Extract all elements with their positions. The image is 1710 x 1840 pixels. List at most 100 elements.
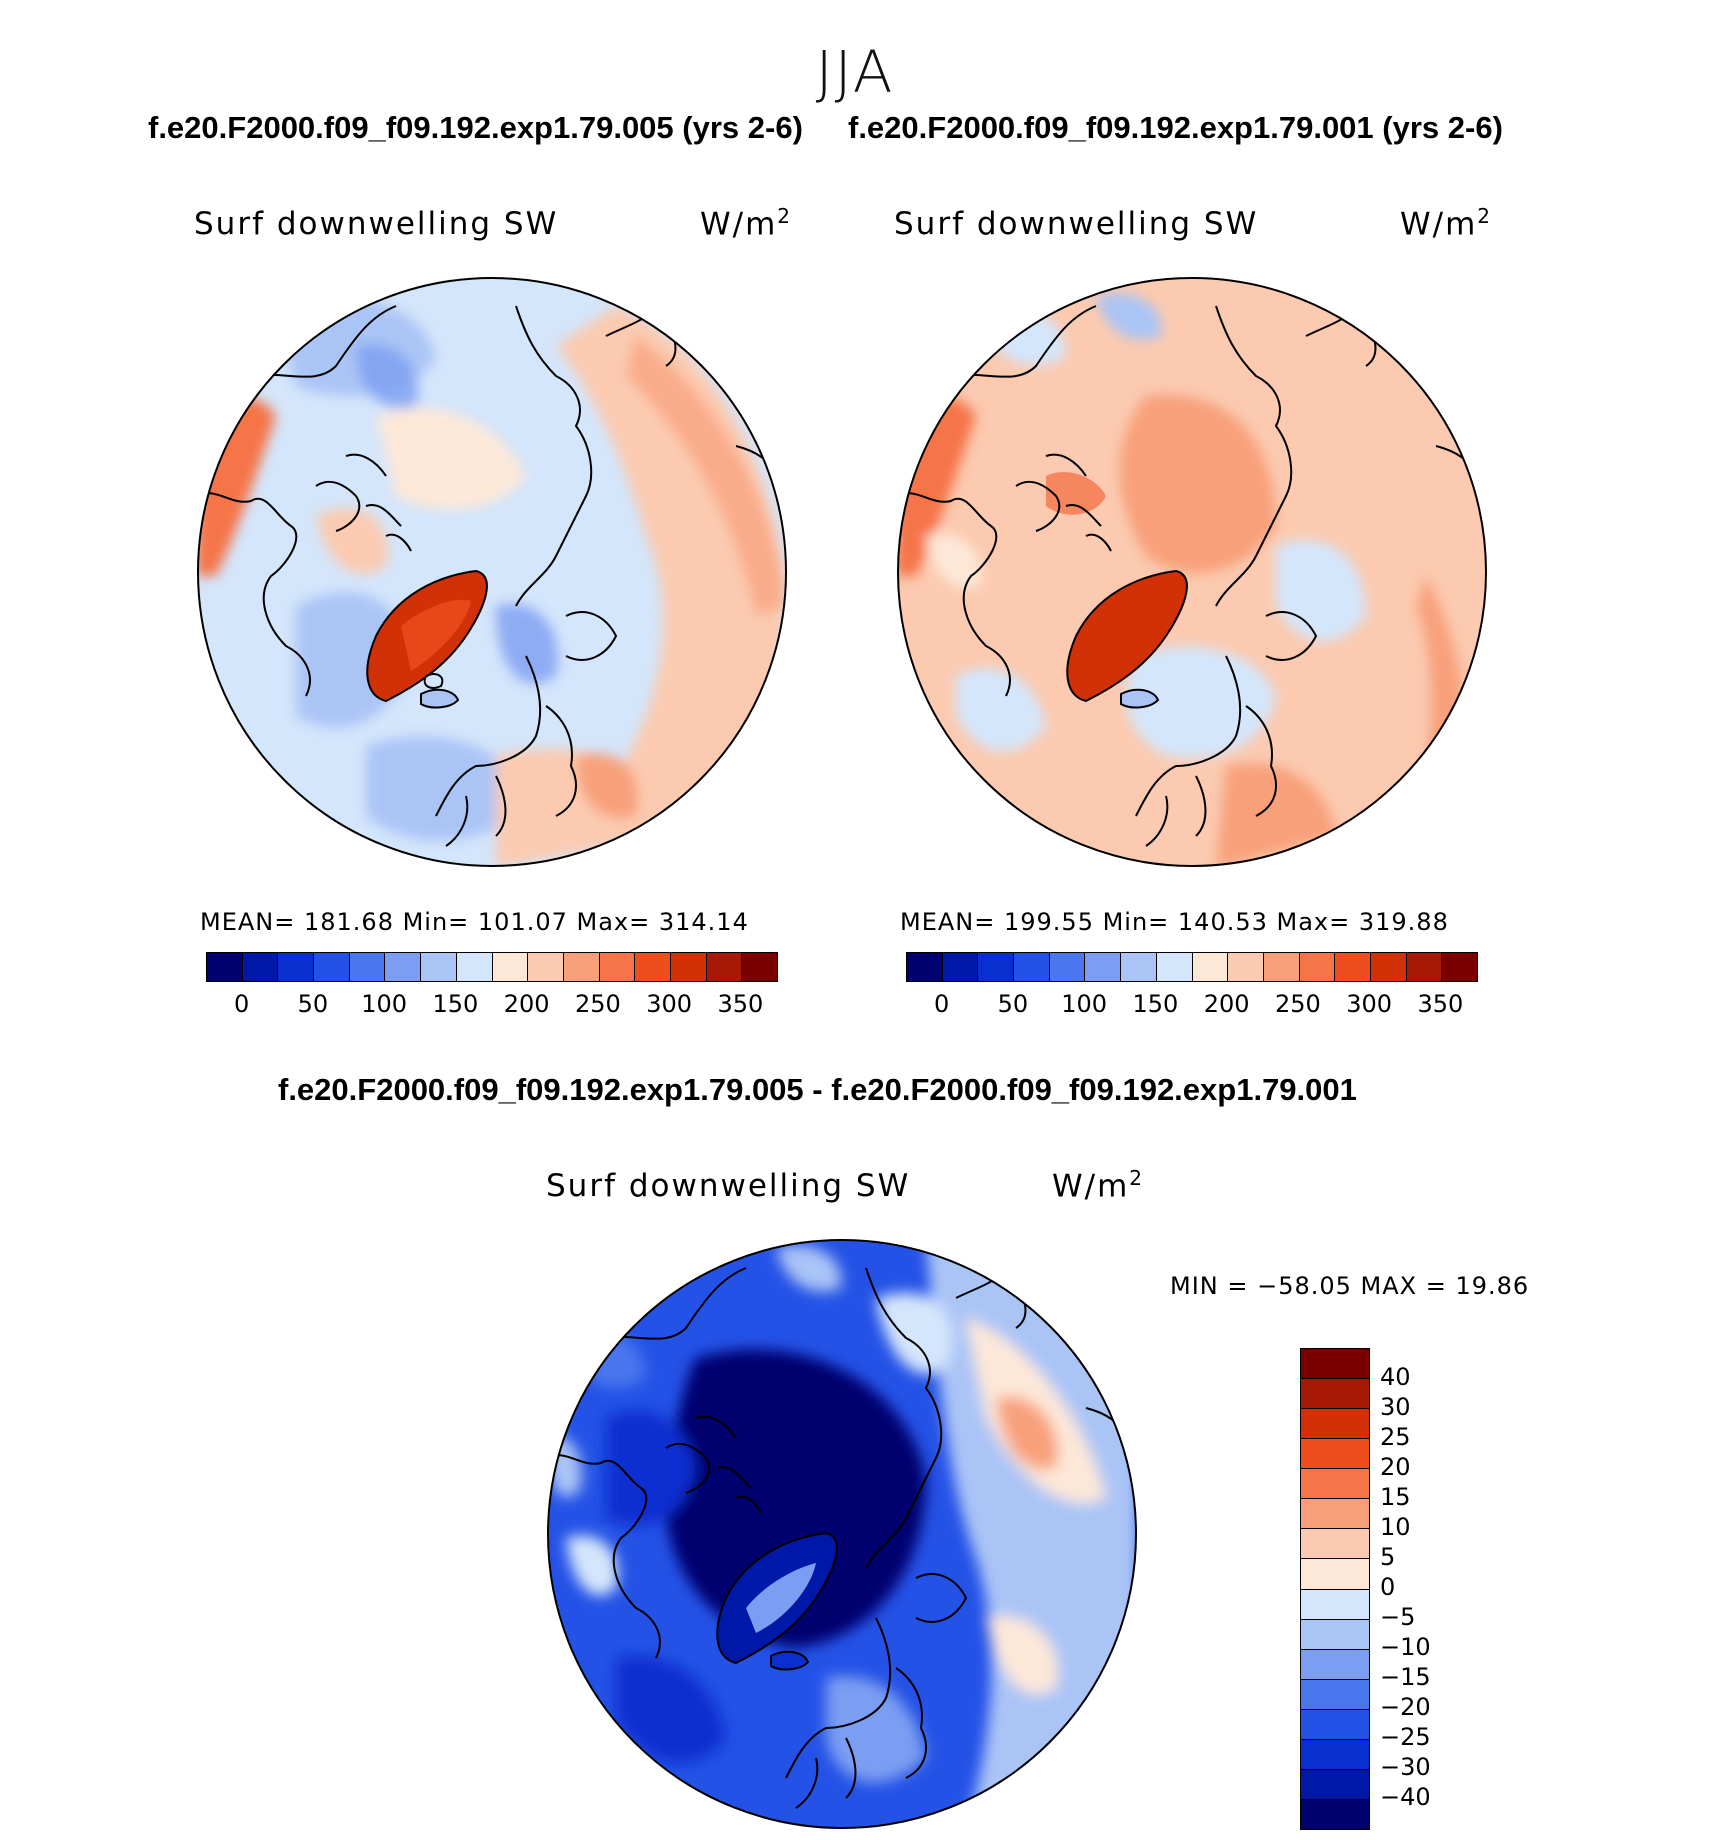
season-title: JJA xyxy=(815,38,895,106)
left-case-title: f.e20.F2000.f09_f09.192.exp1.79.005 (yrs… xyxy=(148,110,803,145)
diff-colorbar-swatch xyxy=(1301,1679,1369,1710)
left-colorbar-swatch xyxy=(314,953,350,981)
right-colorbar-swatch xyxy=(978,953,1015,981)
left-panel-label: Surf downwelling SW xyxy=(194,206,559,242)
right-panel-units: W/m2 xyxy=(1400,204,1493,243)
left-colorbar-swatch xyxy=(563,953,600,981)
diff-colorbar-tick-label: −15 xyxy=(1380,1663,1431,1691)
left-polar-map xyxy=(197,277,787,867)
diff-colorbar-swatch xyxy=(1301,1559,1369,1590)
right-colorbar-tick-label: 50 xyxy=(997,990,1029,1018)
diff-colorbar-swatch xyxy=(1301,1409,1369,1440)
left-colorbar-swatch xyxy=(278,953,315,981)
right-colorbar-swatch xyxy=(1014,953,1050,981)
diff-colorbar-swatch xyxy=(1301,1499,1369,1530)
diff-panel-label: Surf downwelling SW xyxy=(546,1168,911,1204)
diff-colorbar-swatch xyxy=(1301,1799,1369,1829)
right-colorbar-swatch xyxy=(1263,953,1300,981)
left-colorbar-swatch xyxy=(742,953,777,981)
diff-colorbar-tick-label: −25 xyxy=(1380,1723,1431,1751)
right-colorbar-swatch xyxy=(1121,953,1157,981)
right-colorbar-ticks: 0 50 100 150 200 250 300 350 xyxy=(906,990,1476,1020)
left-colorbar-tick-label: 50 xyxy=(297,990,329,1018)
diff-colorbar-tick-label: −30 xyxy=(1380,1753,1431,1781)
diff-colorbar-tick-label: 20 xyxy=(1380,1453,1411,1481)
diff-panel-stats: MIN = −58.05 MAX = 19.86 xyxy=(1170,1272,1530,1300)
diff-colorbar-swatch xyxy=(1301,1349,1369,1380)
right-colorbar-swatch xyxy=(1085,953,1122,981)
right-colorbar-tick-label: 350 xyxy=(1417,990,1464,1018)
diff-colorbar xyxy=(1300,1348,1370,1830)
left-colorbar-swatch xyxy=(706,953,743,981)
left-colorbar-swatch xyxy=(207,953,243,981)
diff-colorbar-tick-label: −5 xyxy=(1380,1603,1416,1631)
diff-colorbar-swatch xyxy=(1301,1379,1369,1410)
right-colorbar-tick-label: 100 xyxy=(1061,990,1108,1018)
right-colorbar-swatch xyxy=(907,953,943,981)
diff-colorbar-swatch xyxy=(1301,1469,1369,1500)
left-colorbar-tick-label: 250 xyxy=(574,990,621,1018)
left-colorbar-swatch xyxy=(456,953,493,981)
diff-colorbar-swatch xyxy=(1301,1709,1369,1740)
right-polar-map xyxy=(897,277,1487,867)
left-colorbar-swatch xyxy=(349,953,386,981)
diff-colorbar-tick-label: 5 xyxy=(1380,1543,1396,1571)
right-colorbar-swatch xyxy=(1156,953,1193,981)
diff-colorbar-swatch xyxy=(1301,1439,1369,1470)
diff-colorbar-swatch xyxy=(1301,1589,1369,1620)
diff-colorbar-tick-label: 15 xyxy=(1380,1483,1411,1511)
right-colorbar-tick-label: 0 xyxy=(933,990,950,1018)
right-colorbar-tick-label: 300 xyxy=(1346,990,1393,1018)
right-colorbar-swatch xyxy=(942,953,979,981)
diff-colorbar-tick-label: 0 xyxy=(1380,1573,1396,1601)
left-colorbar-tick-label: 100 xyxy=(361,990,408,1018)
right-colorbar-swatch xyxy=(1192,953,1229,981)
diff-colorbar-swatch xyxy=(1301,1769,1369,1800)
left-colorbar-tick-label: 0 xyxy=(233,990,250,1018)
left-colorbar-swatch xyxy=(599,953,636,981)
diff-colorbar-swatch xyxy=(1301,1649,1369,1680)
diff-colorbar-tick-label: −10 xyxy=(1380,1633,1431,1661)
left-colorbar-tick-label: 300 xyxy=(646,990,693,1018)
diff-colorbar-tick-label: −20 xyxy=(1380,1693,1431,1721)
diff-colorbar-swatch xyxy=(1301,1529,1369,1560)
right-panel-stats: MEAN= 199.55 Min= 140.53 Max= 319.88 xyxy=(900,908,1449,936)
diff-colorbar-tick-label: 25 xyxy=(1380,1423,1411,1451)
left-colorbar-swatch xyxy=(421,953,457,981)
left-colorbar-swatch xyxy=(528,953,564,981)
left-colorbar-swatch xyxy=(492,953,529,981)
right-panel-label: Surf downwelling SW xyxy=(894,206,1259,242)
right-case-title: f.e20.F2000.f09_f09.192.exp1.79.001 (yrs… xyxy=(848,110,1503,145)
left-panel-stats: MEAN= 181.68 Min= 101.07 Max= 314.14 xyxy=(200,908,749,936)
left-colorbar-swatch xyxy=(385,953,422,981)
right-colorbar-swatch xyxy=(1228,953,1264,981)
left-colorbar-swatch xyxy=(670,953,707,981)
right-colorbar-tick-label: 200 xyxy=(1203,990,1250,1018)
difference-polar-map xyxy=(547,1239,1137,1829)
right-colorbar-swatch xyxy=(1406,953,1443,981)
diff-colorbar-swatch xyxy=(1301,1739,1369,1770)
difference-title: f.e20.F2000.f09_f09.192.exp1.79.005 - f.… xyxy=(278,1072,1357,1107)
diff-colorbar-tick-label: 40 xyxy=(1380,1363,1411,1391)
diff-colorbar-tick-label: 10 xyxy=(1380,1513,1411,1541)
left-colorbar-swatch xyxy=(242,953,279,981)
diff-colorbar-ticks: 40 30 25 20 15 10 5 0 −5 −10 −15 −20 −25 −30 −40 xyxy=(1380,1348,1500,1828)
diff-colorbar-swatch xyxy=(1301,1619,1369,1650)
diff-panel-units: W/m2 xyxy=(1052,1166,1145,1205)
right-colorbar-tick-label: 250 xyxy=(1274,990,1321,1018)
left-colorbar xyxy=(206,952,778,982)
right-colorbar-swatch xyxy=(1370,953,1407,981)
right-colorbar-tick-label: 150 xyxy=(1132,990,1179,1018)
left-colorbar-ticks: 0 50 100 150 200 250 300 350 xyxy=(206,990,776,1020)
left-panel-units: W/m2 xyxy=(700,204,793,243)
right-colorbar xyxy=(906,952,1478,982)
right-colorbar-swatch xyxy=(1335,953,1371,981)
right-colorbar-swatch xyxy=(1299,953,1336,981)
left-colorbar-tick-label: 200 xyxy=(503,990,550,1018)
diff-colorbar-tick-label: −40 xyxy=(1380,1783,1431,1811)
left-colorbar-tick-label: 150 xyxy=(432,990,479,1018)
right-colorbar-swatch xyxy=(1049,953,1086,981)
left-colorbar-tick-label: 350 xyxy=(717,990,764,1018)
right-colorbar-swatch xyxy=(1442,953,1477,981)
left-colorbar-swatch xyxy=(635,953,671,981)
